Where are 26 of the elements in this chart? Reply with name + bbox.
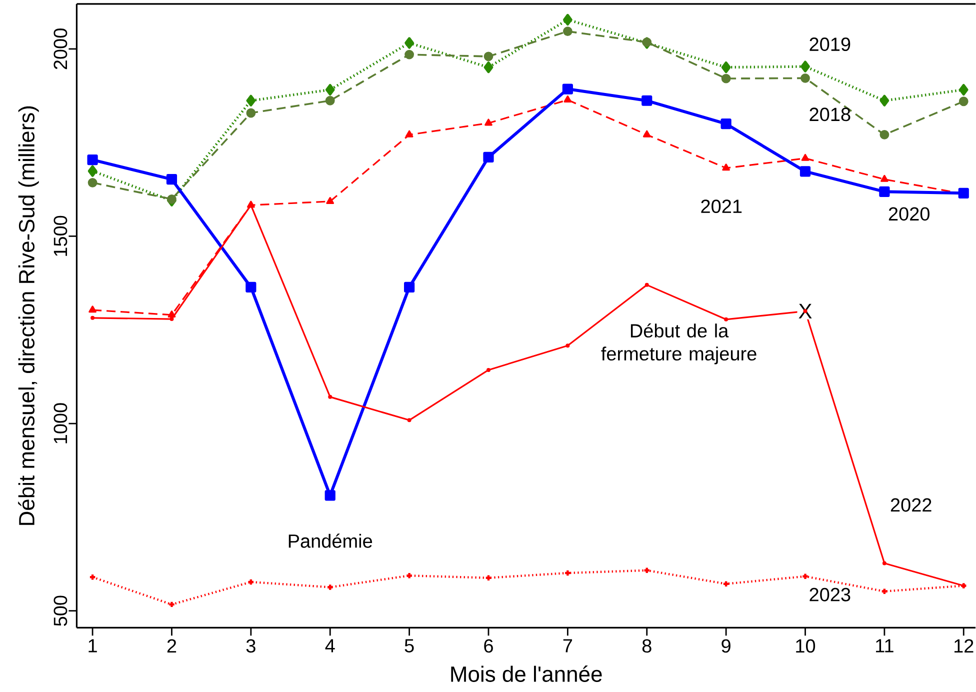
series-label: 2019 xyxy=(810,38,850,52)
x-tick-label: 4 xyxy=(325,639,335,652)
annotation: Début de la fermeture majeure xyxy=(601,323,756,364)
y-tick-label: 500 xyxy=(54,596,68,626)
x-tick-label: 10 xyxy=(796,639,816,653)
x-tick-label: 6 xyxy=(484,639,493,653)
x-tick-label: 9 xyxy=(722,639,730,653)
x-tick-label: 11 xyxy=(876,639,894,652)
x-tick-label: 3 xyxy=(246,639,256,653)
x-axis-title: Mois de l'année xyxy=(451,666,602,682)
series-label: 2018 xyxy=(810,108,850,122)
series-label: 2022 xyxy=(890,498,932,512)
x-tick-label: 5 xyxy=(404,639,414,652)
x-tick-label: 12 xyxy=(954,639,974,652)
x-tick-label: 2 xyxy=(167,639,176,652)
y-tick-label: 1500 xyxy=(54,216,68,256)
series-label: 2023 xyxy=(810,588,850,602)
y-axis-title: Débit mensuel, direction Rive-Sud (milliers) xyxy=(18,106,39,525)
series-label: 2020 xyxy=(888,207,930,221)
x-tick-label: 8 xyxy=(642,639,652,653)
y-tick-label: 2000 xyxy=(54,28,68,70)
x-tick-label: 1 xyxy=(88,639,97,652)
x-tick-label: 7 xyxy=(563,639,572,652)
series-label: 2021 xyxy=(701,200,742,214)
annotation: Pandémie xyxy=(288,534,372,548)
y-tick-label: 1000 xyxy=(54,403,68,444)
